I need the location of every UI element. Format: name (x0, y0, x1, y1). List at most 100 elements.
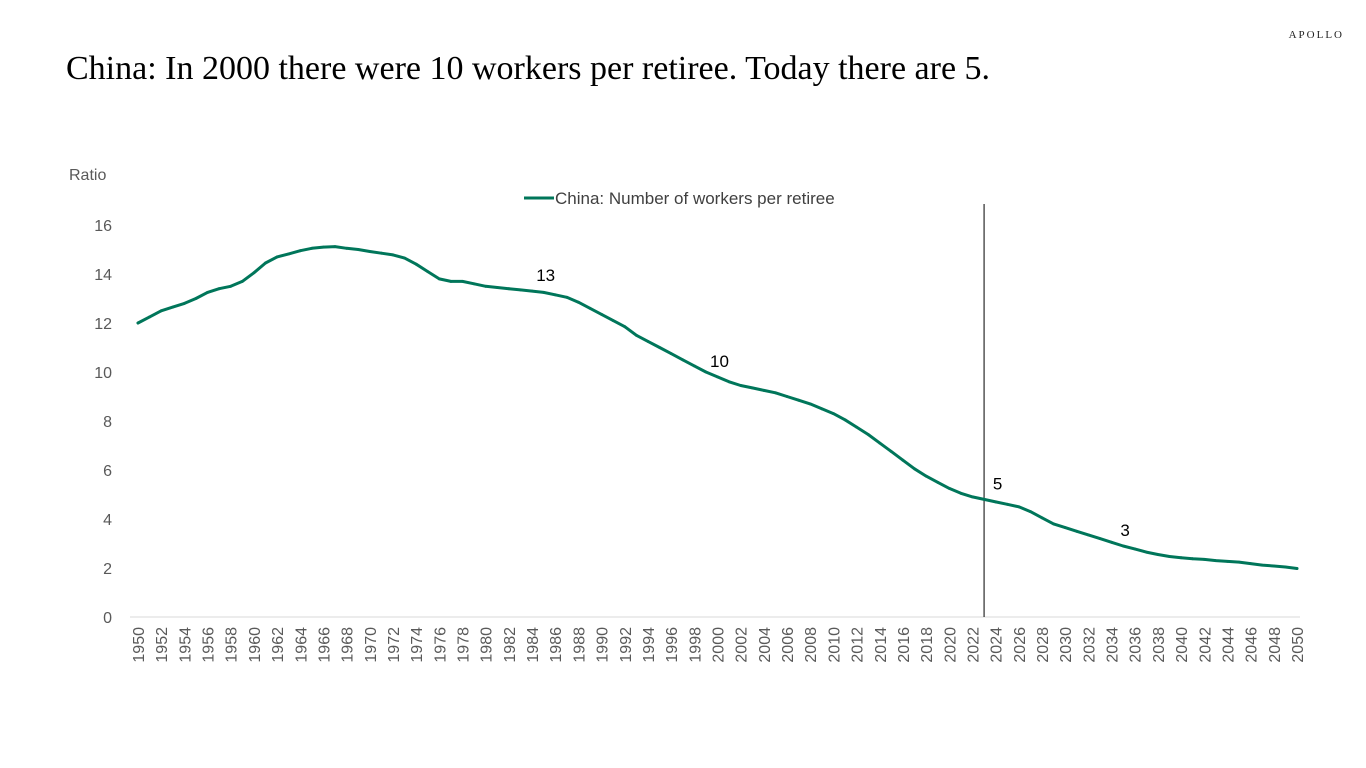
data-point (1052, 522, 1055, 526)
x-tick-label: 2042 (1197, 627, 1214, 663)
data-point (495, 286, 499, 289)
data-point (994, 500, 998, 504)
data-point (345, 246, 348, 250)
x-tick-label: 2050 (1290, 627, 1307, 663)
axes: 0 2 4 6 8 10 12 14 16 1950 1952 1954 1956 1958 1960 196… (94, 218, 1307, 663)
data-point (414, 262, 418, 266)
x-tick-label: 1996 (664, 627, 681, 663)
data-label: 3 (1120, 521, 1129, 540)
x-tick-label: 2006 (780, 627, 797, 663)
data-point (1075, 529, 1079, 533)
data-point (924, 474, 928, 478)
y-tick-label: 12 (94, 316, 112, 333)
x-tick-label: 2038 (1151, 627, 1168, 663)
data-point (275, 255, 279, 259)
data-point (1168, 555, 1171, 558)
data-point (1040, 516, 1044, 520)
data-point (252, 271, 256, 275)
data-point (785, 395, 789, 398)
data-point (1005, 502, 1009, 506)
data-point (577, 300, 580, 304)
x-tick-label: 2030 (1058, 627, 1075, 663)
x-tick-label: 2018 (919, 627, 936, 663)
y-tick-label: 2 (103, 561, 112, 578)
data-point (1121, 544, 1125, 548)
x-tick-label: 1982 (502, 627, 519, 663)
data-point (1284, 565, 1287, 569)
data-point (808, 402, 812, 406)
data-point (890, 450, 893, 453)
x-tick-label: 2028 (1035, 627, 1052, 663)
x-tick-label: 1980 (479, 627, 496, 663)
x-tick-label: 1952 (154, 627, 171, 663)
data-point (866, 433, 870, 436)
data-point (380, 251, 383, 255)
data-point (982, 498, 986, 501)
data-point (1214, 559, 1218, 562)
y-axis-label: Ratio (69, 167, 106, 184)
data-point (426, 270, 430, 273)
x-tick-label: 1958 (224, 627, 241, 663)
x-tick-label: 1978 (456, 627, 473, 663)
data-point (1295, 567, 1299, 570)
data-point (913, 467, 916, 471)
data-point (1249, 562, 1252, 565)
data-label: 5 (993, 474, 1002, 493)
x-tick-label: 2040 (1174, 627, 1191, 663)
data-point (333, 245, 337, 249)
x-tick-label: 2022 (965, 627, 982, 663)
plot-area: 13 10 5 3 (136, 204, 1299, 617)
data-point (1098, 537, 1102, 540)
data-point (727, 380, 731, 384)
x-tick-label: 1972 (386, 627, 403, 663)
data-point (1063, 526, 1067, 529)
data-point (669, 352, 673, 355)
data-point (368, 250, 372, 253)
x-tick-label: 1990 (595, 627, 612, 663)
page-title: China: In 2000 there were 10 workers per… (66, 50, 991, 87)
y-tick-label: 10 (94, 365, 112, 382)
data-point (704, 370, 708, 374)
data-point (1029, 510, 1032, 513)
x-tick-label: 2014 (873, 627, 890, 663)
data-point (519, 288, 522, 292)
data-point (855, 425, 858, 429)
data-point (391, 253, 395, 257)
data-point (692, 364, 696, 368)
data-point (646, 340, 650, 343)
data-point (206, 291, 209, 294)
x-tick-label: 1968 (340, 627, 357, 663)
data-point (310, 246, 314, 250)
data-point (449, 280, 453, 283)
data-point (159, 309, 163, 313)
data-point (588, 306, 592, 310)
data-label: 10 (710, 352, 729, 371)
data-point (658, 346, 661, 349)
x-tick-label: 2032 (1081, 627, 1098, 663)
x-tick-label: 1984 (525, 627, 542, 663)
x-tick-label: 2044 (1220, 627, 1237, 663)
legend: China: Number of workers per retiree (524, 189, 835, 208)
data-point (264, 261, 267, 265)
data-point (1017, 505, 1021, 509)
data-point (1156, 553, 1160, 556)
x-tick-label: 2034 (1105, 627, 1122, 663)
x-tick-label: 1988 (571, 627, 588, 663)
data-point (762, 389, 766, 392)
data-point (194, 297, 198, 300)
data-point (901, 458, 905, 462)
data-point (1191, 557, 1195, 561)
data-point (356, 248, 360, 251)
x-tick-label: 1986 (548, 627, 565, 663)
data-point (484, 284, 488, 288)
x-tick-label: 1992 (618, 627, 635, 663)
data-point (322, 245, 325, 249)
data-point (1226, 560, 1229, 563)
data-point (635, 333, 638, 337)
data-point (461, 280, 464, 283)
data-point (774, 391, 777, 395)
x-tick-label: 1976 (432, 627, 449, 663)
data-point (716, 375, 719, 379)
data-point (820, 407, 824, 411)
x-tick-label: 1966 (316, 627, 333, 663)
